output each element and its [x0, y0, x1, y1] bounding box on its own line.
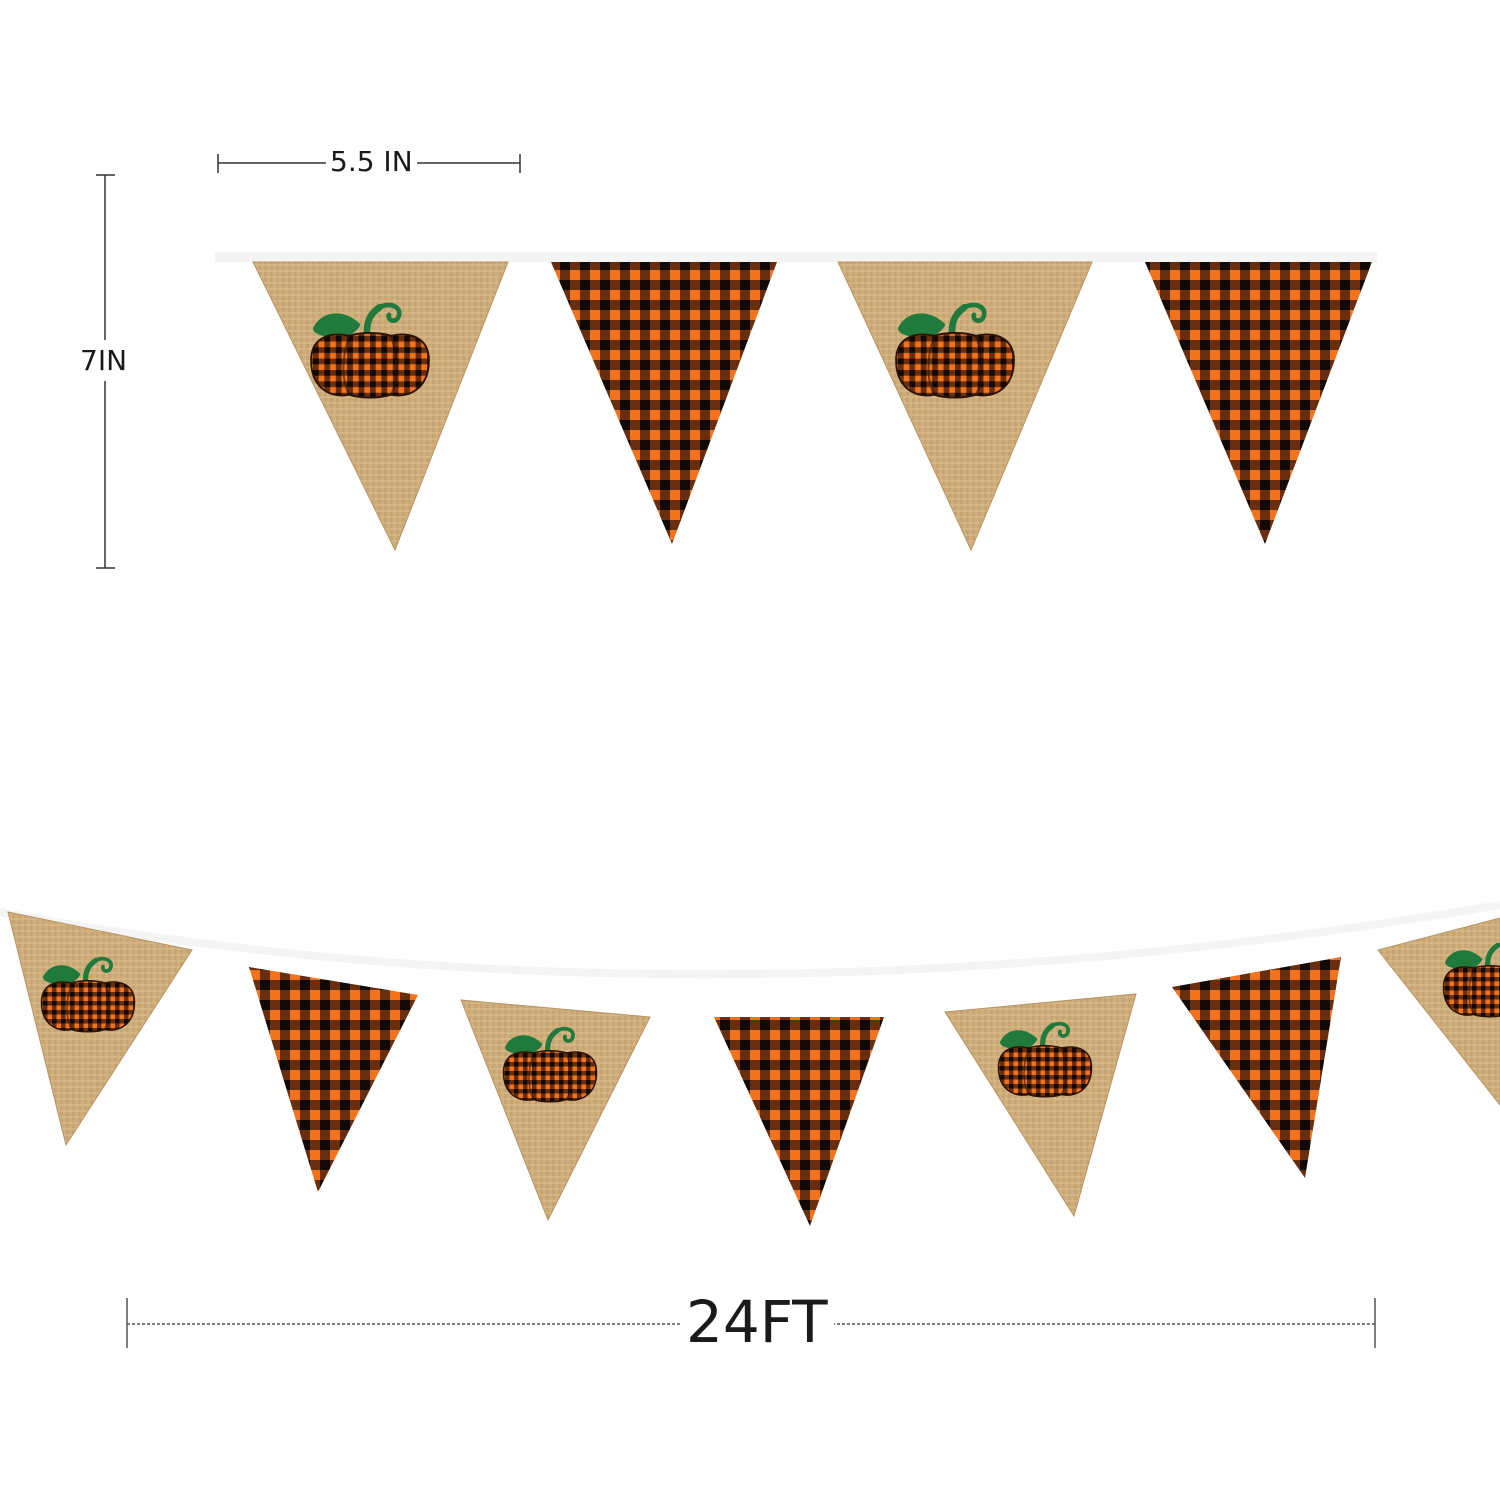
bottom-banner-string [0, 901, 1500, 979]
top-pennant-2-plaid [551, 262, 777, 544]
pumpkin-icon [1444, 944, 1500, 1017]
top-pennant-1-burlap [252, 261, 509, 552]
length-label: 24FT [680, 1288, 834, 1356]
top-banner-string [215, 252, 1377, 262]
bottom-pennant-5-burlap [944, 993, 1137, 1218]
width-label: 5.5 IN [326, 145, 417, 178]
bottom-pennant-7-burlap [1377, 917, 1500, 1106]
bottom-pennant-3-burlap [460, 999, 651, 1222]
bottom-pennant-1-burlap [7, 911, 193, 1147]
length-dimension-line [126, 1298, 1376, 1348]
bottom-pennant-4-plaid [714, 1017, 884, 1226]
bottom-pennant-6-plaid [1172, 957, 1341, 1178]
top-pennant-3-burlap [837, 261, 1093, 552]
height-label: 7IN [80, 340, 128, 381]
top-pennant-4-plaid [1145, 262, 1372, 544]
bottom-pennant-2-plaid [249, 967, 418, 1192]
